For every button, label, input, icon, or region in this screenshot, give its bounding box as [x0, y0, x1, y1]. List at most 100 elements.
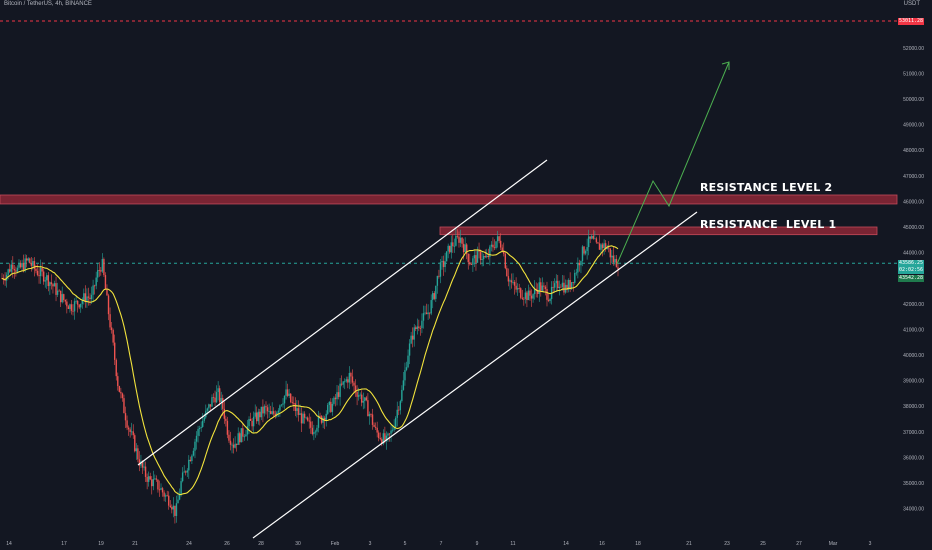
candle-body [106, 288, 108, 296]
candle-body [58, 290, 60, 292]
x-tick-label: 28 [258, 541, 264, 547]
candle-body [310, 421, 312, 428]
candle-body [92, 285, 94, 295]
candle-body [385, 435, 388, 441]
candle-body [529, 290, 531, 296]
candle-body [178, 493, 181, 500]
candle-body [552, 286, 554, 288]
candle-body [612, 255, 615, 263]
candle-body [101, 259, 104, 272]
candle-body [421, 320, 423, 329]
candle-body [544, 286, 547, 289]
candle-body [432, 293, 434, 301]
candle-body [118, 386, 121, 392]
x-tick-label: 3 [369, 541, 372, 547]
candle-body [154, 478, 156, 480]
candle-body [163, 492, 165, 497]
candle-body [169, 505, 171, 508]
candle-body [271, 411, 273, 414]
x-tick-label: 7 [440, 541, 443, 547]
candle-body [129, 429, 131, 432]
moving-average [1, 245, 619, 496]
resistance-level-1-label: RESISTANCE LEVEL 1 [700, 218, 837, 231]
y-tick-label: 40000.00 [903, 353, 924, 359]
candle-body [330, 401, 332, 412]
candle-body [340, 383, 343, 385]
candle-body [134, 435, 136, 452]
candle-body [314, 431, 317, 433]
candle-body [444, 261, 446, 268]
candle-body [325, 413, 327, 421]
candle-body [339, 383, 341, 397]
candle-body [489, 246, 491, 258]
candle-body [475, 255, 477, 263]
candle-body [456, 235, 459, 237]
candle-body [473, 255, 476, 259]
candle-body [177, 499, 179, 504]
candle-body [601, 244, 604, 249]
candle-body [158, 489, 161, 491]
x-tick-label: 27 [796, 541, 802, 547]
candle-body [248, 419, 250, 427]
y-tick-label: 48000.00 [903, 148, 924, 154]
candle-body [120, 391, 122, 394]
candle-body [361, 394, 363, 403]
candle-body [611, 255, 613, 258]
candle-body [615, 258, 618, 268]
candle-body [195, 435, 198, 442]
candle-body [603, 243, 605, 249]
resistance-zone-1 [439, 226, 878, 236]
candle-body [237, 433, 239, 445]
candle-body [239, 433, 241, 443]
candle-body [123, 398, 125, 414]
x-tick-label: 26 [224, 541, 230, 547]
candle-body [93, 285, 96, 287]
candle-body [415, 327, 417, 330]
candle-body [112, 330, 114, 343]
candle-body [4, 279, 6, 281]
y-tick-label: 37000.00 [903, 430, 924, 436]
candle-body [257, 411, 259, 422]
candle-body [157, 479, 159, 490]
candle-body [558, 286, 561, 289]
candle-body [506, 268, 508, 277]
candle-body [364, 397, 366, 402]
candle-body [449, 245, 451, 253]
candle-body [370, 414, 372, 415]
candle-body [435, 285, 437, 299]
candle-body [95, 277, 97, 286]
candle-body [350, 372, 352, 377]
candle-body [231, 444, 233, 446]
candle-body [235, 443, 238, 445]
candle-body [69, 304, 71, 310]
candle-body [185, 471, 187, 473]
candle-body [143, 466, 145, 468]
symbol-title: Bitcoin / TetherUS, 4h, BINANCE [4, 1, 92, 7]
candle-body [575, 272, 578, 274]
candle-body [570, 282, 573, 289]
candle-body [166, 495, 168, 497]
candle-body [572, 282, 574, 283]
moving-average-tag: 43542.28 [898, 275, 924, 282]
projection-path [616, 61, 730, 265]
candle-body [333, 397, 335, 404]
candle-body [482, 256, 485, 260]
candle-body [70, 304, 73, 311]
candle-body [492, 244, 494, 248]
candle-body [441, 260, 443, 263]
candle-body [518, 288, 520, 289]
candle-body [425, 312, 428, 315]
candle-body [110, 327, 113, 331]
candle-body [513, 281, 516, 286]
candle-body [373, 424, 375, 427]
candle-body [320, 416, 323, 423]
candle-body [376, 427, 378, 433]
candle-body [56, 290, 59, 295]
candle-body [146, 476, 148, 482]
candle-body [598, 243, 601, 250]
candle-body [41, 267, 43, 272]
candle-body [327, 404, 329, 414]
candle-body [38, 275, 40, 277]
candle-body [291, 402, 293, 403]
